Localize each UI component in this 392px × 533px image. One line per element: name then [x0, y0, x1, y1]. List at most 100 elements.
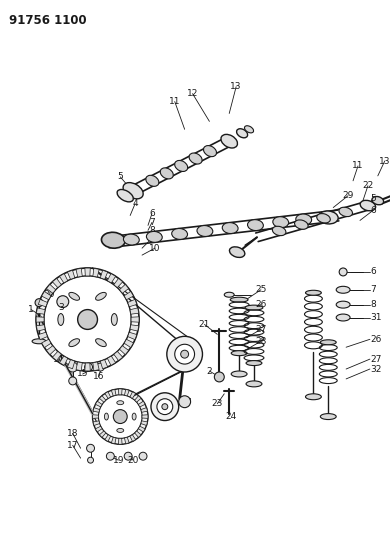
Text: 18: 18 — [67, 429, 78, 438]
Polygon shape — [130, 392, 136, 399]
Polygon shape — [93, 408, 100, 413]
Polygon shape — [95, 401, 102, 407]
Ellipse shape — [237, 129, 248, 138]
Ellipse shape — [360, 200, 376, 211]
Polygon shape — [46, 346, 56, 354]
Text: 26: 26 — [370, 335, 381, 344]
Polygon shape — [118, 438, 122, 444]
Circle shape — [78, 310, 98, 329]
Circle shape — [68, 362, 78, 372]
Text: 6: 6 — [370, 268, 376, 277]
Text: 11: 11 — [352, 161, 364, 171]
Ellipse shape — [336, 301, 350, 308]
Text: 5: 5 — [117, 172, 123, 181]
Circle shape — [93, 389, 148, 445]
Polygon shape — [134, 395, 141, 402]
Text: 3: 3 — [58, 303, 64, 312]
Text: 8: 8 — [370, 300, 376, 309]
Polygon shape — [134, 431, 141, 438]
Ellipse shape — [221, 134, 238, 148]
Polygon shape — [95, 426, 102, 432]
Polygon shape — [93, 362, 99, 370]
Ellipse shape — [318, 211, 338, 224]
Text: 21: 21 — [199, 320, 210, 329]
Text: 1: 1 — [28, 305, 34, 314]
Polygon shape — [53, 278, 61, 288]
Polygon shape — [142, 415, 148, 418]
Polygon shape — [100, 360, 108, 369]
Polygon shape — [42, 292, 51, 300]
Circle shape — [98, 395, 142, 438]
Text: 28: 28 — [255, 337, 267, 346]
Ellipse shape — [246, 381, 262, 387]
Circle shape — [151, 393, 179, 421]
Text: 25: 25 — [255, 285, 267, 294]
Ellipse shape — [175, 160, 188, 172]
Polygon shape — [131, 317, 139, 322]
Text: 2: 2 — [207, 367, 212, 376]
Ellipse shape — [160, 168, 173, 179]
Text: 12: 12 — [187, 89, 198, 98]
Text: 22: 22 — [362, 181, 374, 190]
Ellipse shape — [189, 153, 202, 164]
Polygon shape — [76, 269, 82, 277]
Circle shape — [35, 298, 43, 306]
Text: 29: 29 — [342, 191, 354, 200]
Polygon shape — [130, 308, 139, 314]
Text: 17: 17 — [67, 441, 78, 450]
Circle shape — [167, 336, 203, 372]
Polygon shape — [38, 300, 47, 307]
Polygon shape — [114, 351, 123, 361]
Polygon shape — [42, 340, 51, 348]
Polygon shape — [128, 300, 137, 307]
Text: 16: 16 — [93, 373, 104, 382]
Text: 31: 31 — [370, 313, 381, 322]
Ellipse shape — [246, 361, 262, 366]
Circle shape — [85, 363, 93, 371]
Ellipse shape — [172, 229, 187, 239]
Polygon shape — [114, 278, 123, 288]
Ellipse shape — [132, 413, 136, 420]
Ellipse shape — [339, 207, 352, 216]
Text: 24: 24 — [225, 412, 237, 421]
Ellipse shape — [245, 305, 263, 310]
Ellipse shape — [296, 214, 312, 225]
Polygon shape — [60, 356, 68, 366]
Text: 5: 5 — [370, 194, 376, 203]
Polygon shape — [76, 362, 82, 370]
Polygon shape — [105, 435, 111, 441]
Text: 26: 26 — [255, 300, 267, 309]
Ellipse shape — [305, 290, 321, 295]
Ellipse shape — [147, 231, 162, 243]
Ellipse shape — [104, 413, 108, 420]
Circle shape — [179, 396, 191, 408]
Text: 27: 27 — [255, 325, 267, 334]
Polygon shape — [36, 308, 45, 314]
Text: 11: 11 — [169, 97, 180, 106]
Polygon shape — [100, 431, 106, 438]
Polygon shape — [36, 317, 44, 322]
Ellipse shape — [247, 220, 263, 231]
Text: 27: 27 — [370, 354, 381, 364]
Ellipse shape — [336, 286, 350, 293]
Ellipse shape — [117, 429, 124, 432]
Ellipse shape — [123, 234, 139, 245]
Text: 7: 7 — [370, 285, 376, 294]
Ellipse shape — [391, 194, 392, 201]
Circle shape — [106, 452, 114, 460]
Polygon shape — [120, 285, 129, 293]
Ellipse shape — [111, 313, 117, 326]
Ellipse shape — [245, 126, 254, 133]
Text: 15: 15 — [77, 369, 88, 378]
Text: 10: 10 — [149, 244, 161, 253]
Ellipse shape — [305, 394, 321, 400]
Ellipse shape — [146, 175, 159, 187]
Ellipse shape — [229, 247, 245, 257]
Polygon shape — [100, 270, 108, 279]
Circle shape — [44, 276, 131, 363]
Polygon shape — [60, 273, 68, 283]
Text: 8: 8 — [149, 226, 155, 235]
Ellipse shape — [231, 351, 247, 356]
Circle shape — [175, 344, 194, 364]
Polygon shape — [53, 351, 61, 361]
